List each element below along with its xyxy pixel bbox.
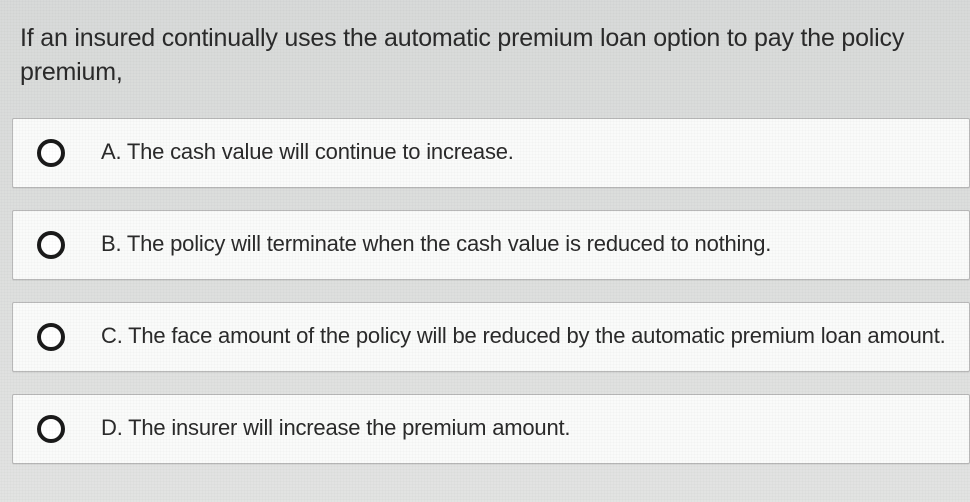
options-list: A. The cash value will continue to incre… bbox=[0, 100, 970, 464]
option-a-label: A. The cash value will continue to incre… bbox=[101, 138, 514, 167]
option-d[interactable]: D. The insurer will increase the premium… bbox=[12, 394, 970, 464]
option-b[interactable]: B. The policy will terminate when the ca… bbox=[12, 210, 970, 280]
question-text: If an insured continually uses the autom… bbox=[20, 22, 950, 90]
option-d-label: D. The insurer will increase the premium… bbox=[101, 414, 570, 443]
radio-icon bbox=[37, 231, 65, 259]
option-b-label: B. The policy will terminate when the ca… bbox=[101, 230, 771, 259]
radio-icon bbox=[37, 323, 65, 351]
option-c-label: C. The face amount of the policy will be… bbox=[101, 322, 946, 351]
radio-icon bbox=[37, 139, 65, 167]
option-c[interactable]: C. The face amount of the policy will be… bbox=[12, 302, 970, 372]
radio-icon bbox=[37, 415, 65, 443]
question-stem: If an insured continually uses the autom… bbox=[0, 0, 970, 100]
option-a[interactable]: A. The cash value will continue to incre… bbox=[12, 118, 970, 188]
